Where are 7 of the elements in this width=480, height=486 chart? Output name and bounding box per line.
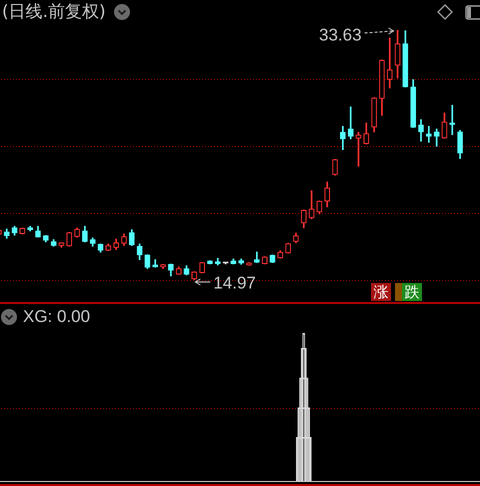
fall-button: 跌 [395,283,422,301]
chart-title: XG: 0.00 [23,307,90,327]
candlestick [356,132,362,167]
chart-title: (日线.前复权) [2,2,106,22]
annotation: 33.63 [319,26,362,45]
rise-button: 涨 [371,283,391,301]
annotation: 14.97 [213,274,256,293]
